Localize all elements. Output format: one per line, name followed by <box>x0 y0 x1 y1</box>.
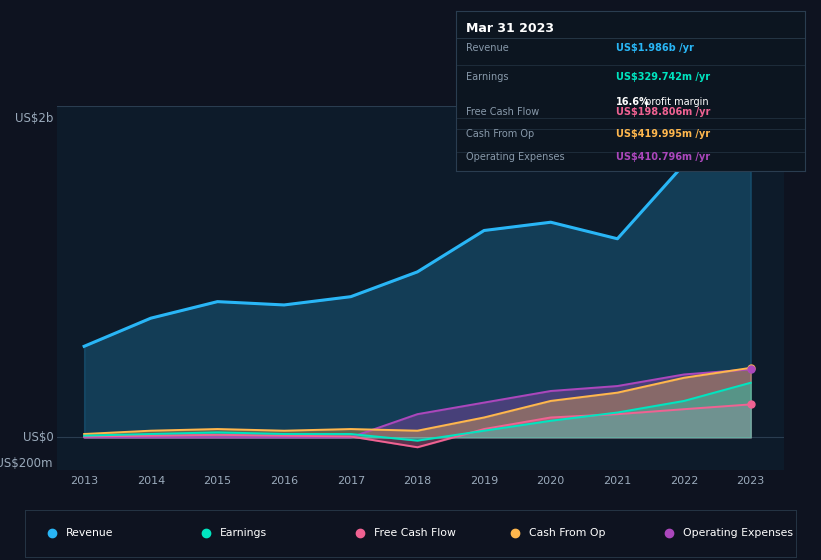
Text: Mar 31 2023: Mar 31 2023 <box>466 22 554 35</box>
Text: -US$200m: -US$200m <box>0 458 53 470</box>
Text: US$329.742m /yr: US$329.742m /yr <box>616 72 710 82</box>
Text: 16.6%: 16.6% <box>616 97 650 108</box>
Text: Revenue: Revenue <box>66 529 113 538</box>
Text: US$0: US$0 <box>23 431 53 444</box>
Text: Free Cash Flow: Free Cash Flow <box>466 107 539 117</box>
Text: Earnings: Earnings <box>466 72 509 82</box>
Text: Free Cash Flow: Free Cash Flow <box>374 529 456 538</box>
Text: profit margin: profit margin <box>642 97 709 108</box>
Text: US$1.986b /yr: US$1.986b /yr <box>616 43 694 53</box>
Text: Cash From Op: Cash From Op <box>529 529 605 538</box>
Text: US$2b: US$2b <box>15 112 53 125</box>
Text: US$198.806m /yr: US$198.806m /yr <box>616 107 710 117</box>
Text: Revenue: Revenue <box>466 43 509 53</box>
Text: US$419.995m /yr: US$419.995m /yr <box>616 129 710 139</box>
Text: Cash From Op: Cash From Op <box>466 129 534 139</box>
Text: Earnings: Earnings <box>220 529 267 538</box>
Text: US$410.796m /yr: US$410.796m /yr <box>616 152 710 162</box>
Text: Operating Expenses: Operating Expenses <box>466 152 565 162</box>
Text: Operating Expenses: Operating Expenses <box>683 529 793 538</box>
